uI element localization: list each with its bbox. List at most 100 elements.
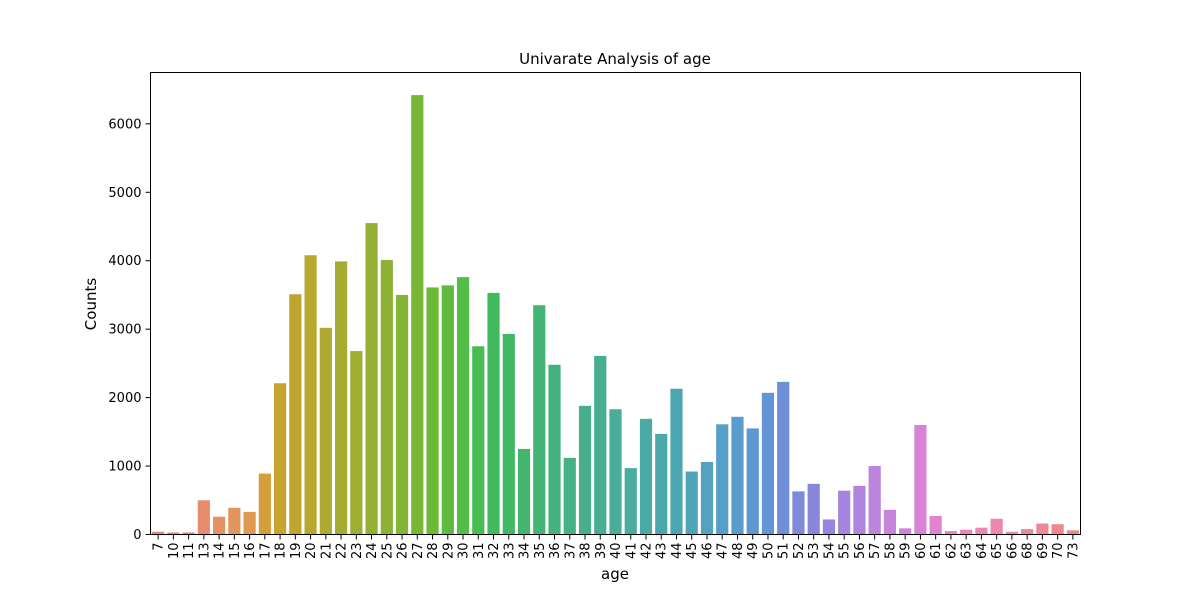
x-tick-label: 33	[502, 543, 517, 560]
bar-40	[609, 409, 622, 535]
x-tick-label: 70	[1051, 543, 1066, 560]
x-tick-label: 56	[853, 543, 868, 560]
bar-56	[853, 485, 866, 535]
bars-group	[152, 95, 1079, 535]
bar-26	[395, 294, 409, 535]
x-tick-label: 16	[243, 543, 258, 560]
x-tick-label: 11	[182, 543, 197, 560]
bar-43	[655, 433, 668, 535]
x-tick-label: 44	[670, 543, 685, 560]
bar-34	[517, 448, 531, 535]
x-tick-label: 32	[487, 543, 502, 560]
x-tick-label: 30	[457, 543, 472, 560]
bar-28	[426, 287, 439, 535]
bar-27	[411, 95, 424, 535]
x-tick-label: 62	[944, 543, 959, 560]
x-tick-label: 61	[929, 543, 944, 560]
x-tick-label: 45	[685, 543, 700, 560]
x-tick-label: 25	[380, 543, 395, 560]
bar-69	[1036, 523, 1049, 535]
bar-39	[594, 355, 607, 535]
x-tick-label: 28	[426, 543, 441, 560]
x-tick-label: 38	[579, 543, 594, 560]
x-tick-label: 57	[868, 543, 883, 560]
bar-49	[746, 428, 759, 535]
x-tick-label: 7	[152, 543, 167, 551]
bar-36	[548, 364, 561, 535]
bar-58	[883, 509, 897, 535]
x-tick-label: 29	[441, 543, 456, 560]
x-tick-label: 15	[228, 543, 243, 560]
x-tick-label: 50	[761, 543, 776, 560]
bar-14	[213, 516, 226, 535]
bar-51	[777, 381, 790, 535]
x-tick-label: 51	[777, 543, 792, 560]
x-tick-label: 27	[411, 543, 426, 560]
bar-41	[624, 468, 637, 535]
bar-31	[472, 346, 485, 535]
bar-22	[334, 261, 348, 535]
bar-60	[914, 424, 927, 535]
bar-47	[716, 424, 729, 535]
x-axis-label: age	[601, 565, 629, 583]
x-tick-label: 17	[258, 543, 273, 560]
bar-54	[822, 519, 836, 535]
x-tick-label: 47	[716, 543, 731, 560]
bar-11	[182, 532, 195, 535]
bar-33	[502, 333, 515, 535]
x-tick-label: 64	[975, 543, 990, 560]
x-tick-label: 41	[624, 543, 639, 560]
x-tick-label: 22	[335, 543, 350, 560]
x-tick-label: 37	[563, 543, 578, 560]
x-tick-label: 23	[350, 543, 365, 560]
bar-55	[838, 490, 851, 535]
x-tick-label: 46	[700, 543, 715, 560]
bar-20	[304, 255, 317, 535]
x-tick-label: 63	[960, 543, 975, 560]
bar-29	[441, 285, 454, 535]
x-tick-label: 20	[304, 543, 319, 560]
bar-42	[639, 418, 653, 535]
x-tick-label: 34	[518, 543, 533, 560]
x-tick-label: 58	[883, 543, 898, 560]
y-axis: 0 1000 2000 3000 4000 5000 6000	[108, 117, 151, 543]
y-tick-label: 3000	[108, 323, 141, 338]
x-tick-label: 52	[792, 543, 807, 560]
bar-62	[944, 531, 958, 535]
y-tick-label: 2000	[108, 391, 141, 406]
bar-21	[319, 327, 332, 535]
x-tick-label: 55	[838, 543, 853, 560]
x-tick-label: 26	[396, 543, 411, 560]
bar-25	[380, 260, 393, 535]
bar-23	[350, 351, 363, 535]
bar-68	[1021, 529, 1034, 535]
x-axis: 7 10 11 13 14 15 16 17 18 19 20 21 22 23 24 25 26 27 28 29 3…	[152, 534, 1081, 560]
bar-61	[929, 516, 942, 535]
bar-7	[152, 531, 165, 535]
bar-50	[761, 392, 775, 535]
x-tick-label: 54	[822, 543, 837, 560]
bar-70	[1051, 524, 1064, 535]
bar-38	[578, 405, 592, 535]
bar-66	[1005, 531, 1018, 535]
bar-17	[258, 473, 271, 535]
x-tick-label: 18	[274, 543, 289, 560]
x-tick-label: 43	[655, 543, 670, 560]
bar-57	[868, 466, 881, 535]
bar-45	[685, 471, 698, 535]
x-tick-label: 48	[731, 543, 746, 560]
x-tick-label: 14	[213, 543, 228, 560]
bar-35	[533, 305, 546, 535]
y-tick-label: 5000	[108, 186, 141, 201]
x-tick-label: 68	[1021, 543, 1036, 560]
x-tick-label: 40	[609, 543, 624, 560]
y-tick-label: 0	[133, 528, 141, 543]
y-tick-label: 4000	[108, 254, 141, 269]
x-tick-label: 39	[594, 543, 609, 560]
bar-18	[273, 383, 287, 535]
bar-53	[807, 483, 820, 535]
x-tick-label: 21	[319, 543, 334, 560]
bar-30	[456, 277, 470, 535]
bar-63	[960, 529, 973, 535]
